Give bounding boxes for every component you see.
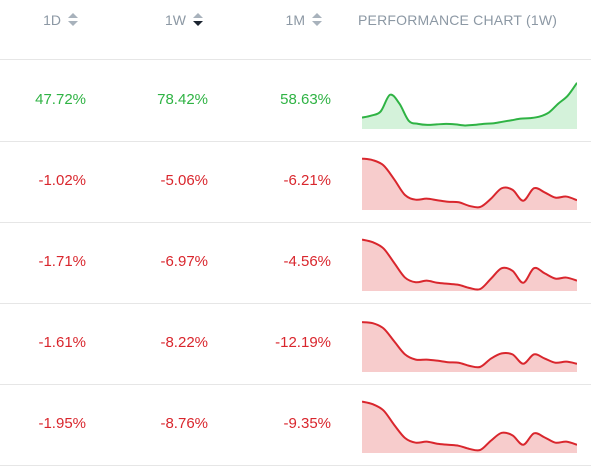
sort-descending-icon[interactable] [193, 13, 203, 27]
sparkline-line [362, 322, 577, 367]
performance-sparkline [362, 73, 577, 129]
performance-sparkline [362, 316, 577, 372]
sort-icon[interactable] [68, 13, 78, 27]
change-1w: -5.06% [160, 172, 208, 189]
change-1d: -1.71% [38, 253, 86, 270]
sparkline-area [362, 158, 577, 210]
change-1d: -1.61% [38, 334, 86, 351]
change-1m: -4.56% [283, 253, 331, 270]
column-header-performance-chart: PERFORMANCE CHART (1W) [358, 10, 568, 30]
change-1w: -8.22% [160, 334, 208, 351]
sparkline-line [362, 159, 577, 208]
change-1d: 47.72% [35, 91, 86, 108]
performance-sparkline [362, 154, 577, 210]
column-header-1w[interactable]: 1W [100, 10, 203, 30]
sparkline-area [362, 322, 577, 372]
performance-sparkline [362, 235, 577, 291]
sparkline-area [362, 239, 577, 291]
sort-icon[interactable] [312, 13, 322, 27]
sparkline-line [362, 402, 577, 451]
table-row[interactable]: -1.95% -8.76% -9.35% [0, 385, 591, 466]
column-header-1m[interactable]: 1M [210, 10, 322, 30]
sparkline-line [362, 240, 577, 290]
sparkline-area [362, 82, 577, 129]
column-header-chart-label: PERFORMANCE CHART (1W) [358, 12, 558, 28]
table-row[interactable]: 47.72% 78.42% 58.63% [0, 61, 591, 142]
table-row[interactable]: -1.71% -6.97% -4.56% [0, 223, 591, 304]
column-header-1m-label: 1M [285, 12, 305, 28]
sparkline-area [362, 401, 577, 453]
column-header-1d[interactable]: 1D [0, 10, 78, 30]
change-1d: -1.02% [38, 172, 86, 189]
change-1d: -1.95% [38, 415, 86, 432]
table-row[interactable]: -1.02% -5.06% -6.21% [0, 142, 591, 223]
performance-sparkline [362, 397, 577, 453]
change-1m: -6.21% [283, 172, 331, 189]
change-1w: -6.97% [160, 253, 208, 270]
sparkline-line [362, 83, 577, 126]
column-header-1w-label: 1W [165, 12, 186, 28]
change-1w: 78.42% [157, 91, 208, 108]
table-row[interactable]: -1.61% -8.22% -12.19% [0, 304, 591, 385]
column-header-1d-label: 1D [43, 12, 61, 28]
table-header: 1D 1W 1M PERFORMANCE CHART (1W) [0, 0, 591, 60]
change-1m: -9.35% [283, 415, 331, 432]
change-1m: 58.63% [280, 91, 331, 108]
change-1w: -8.76% [160, 415, 208, 432]
change-1m: -12.19% [275, 334, 331, 351]
